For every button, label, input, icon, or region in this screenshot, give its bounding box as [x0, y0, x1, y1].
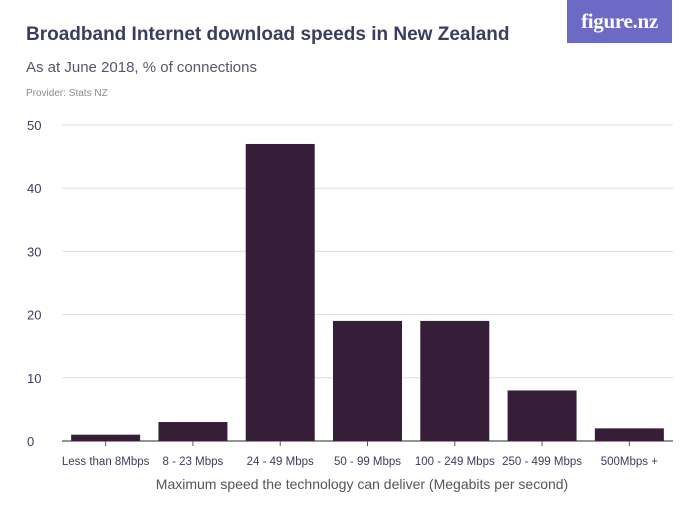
x-tick-label: 100 - 249 Mbps [415, 456, 495, 468]
tick-labels: 0 10 20 30 40 50 Less than 8Mbps 8 - 23 Mbps 24 … [27, 118, 658, 468]
bar[interactable] [158, 422, 228, 441]
x-tick-label: 250 - 499 Mbps [502, 456, 582, 468]
bar[interactable] [594, 428, 664, 441]
x-tick-label: 24 - 49 Mbps [247, 456, 314, 468]
figure-nz-logo[interactable]: figure.nz [567, 0, 672, 43]
chart-subtitle: As at June 2018, % of connections [26, 59, 257, 76]
x-axis-label: Maximum speed the technology can deliver… [156, 476, 568, 492]
x-tick-label: 500Mbps + [601, 456, 659, 468]
bar[interactable] [71, 434, 141, 441]
data-provider: Provider: Stats NZ [26, 88, 108, 99]
y-tick-label: 30 [27, 244, 41, 259]
x-tick-label: Less than 8Mbps [62, 456, 150, 468]
y-tick-label: 20 [27, 308, 41, 323]
chart-title: Broadband Internet download speeds in Ne… [26, 24, 510, 45]
bar[interactable] [245, 143, 315, 441]
y-tick-label: 10 [27, 371, 41, 386]
y-tick-label: 40 [27, 181, 41, 196]
y-tick-label: 0 [27, 434, 34, 449]
x-tick-label: 8 - 23 Mbps [163, 456, 224, 468]
bar[interactable] [420, 320, 490, 441]
x-tick-label: 50 - 99 Mbps [334, 456, 401, 468]
y-tick-label: 50 [27, 118, 41, 133]
bar[interactable] [333, 320, 402, 441]
bar[interactable] [507, 390, 577, 441]
bars [71, 143, 664, 441]
